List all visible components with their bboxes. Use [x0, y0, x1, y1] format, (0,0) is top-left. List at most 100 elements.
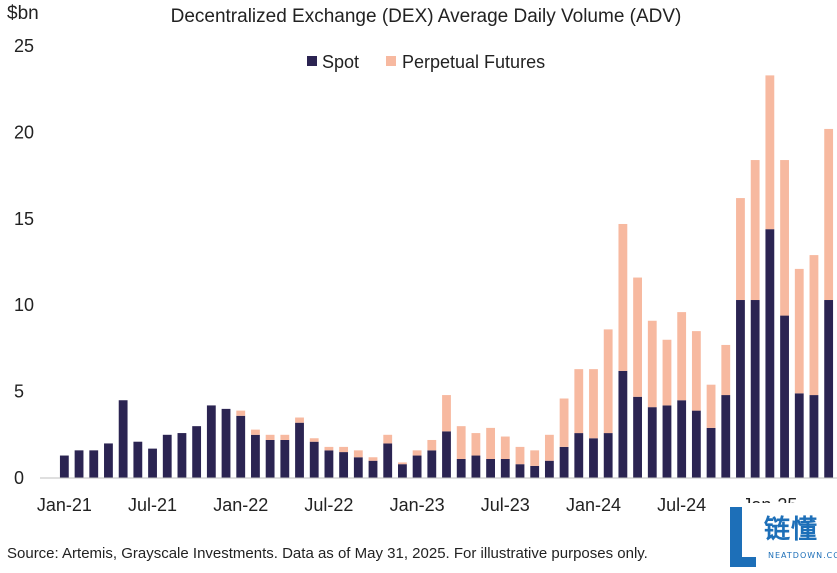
bar-perpetual-futures: [280, 434, 290, 440]
bar-spot: [368, 460, 378, 478]
legend-label-spot: Spot: [322, 52, 359, 72]
x-tick-label: Jan-22: [213, 495, 268, 515]
bar-spot: [530, 465, 540, 478]
bar-spot: [339, 452, 349, 478]
x-tick-label: Jan-24: [566, 495, 621, 515]
y-tick-label: 5: [14, 382, 24, 402]
bar-spot: [544, 460, 554, 478]
bar-spot: [794, 393, 804, 478]
bar-spot: [633, 396, 642, 478]
x-tick-label: Jul-21: [128, 495, 177, 515]
logo-brand-cn: 链懂: [764, 515, 819, 545]
bar-perpetual-futures: [589, 369, 598, 439]
bar-spot: [456, 458, 466, 478]
bar-spot: [471, 455, 481, 478]
x-axis-ticks: Jan-21 Jul-21 Jan-22 Jul-22 Jan-23 Jul-23 Jan-…: [37, 495, 798, 515]
bar-spot: [662, 405, 672, 478]
y-tick-label: 20: [14, 122, 34, 142]
y-axis-ticks: 0 5 10 15 20 25: [14, 36, 34, 488]
bar-perpetual-futures: [383, 434, 393, 444]
bar-spot: [221, 408, 231, 478]
bar-spot: [353, 457, 363, 478]
bar-spot: [59, 455, 69, 478]
bars: [59, 75, 834, 478]
bar-perpetual-futures: [603, 329, 613, 434]
bar-perpetual-futures: [500, 436, 510, 459]
bar-spot: [500, 458, 510, 478]
legend-swatch-perpetual-futures: [386, 56, 396, 66]
x-tick-label: Jan-23: [390, 495, 445, 515]
bar-spot: [162, 434, 172, 478]
bar-spot: [398, 464, 407, 478]
bar-spot: [589, 438, 598, 478]
bar-perpetual-futures: [486, 427, 495, 459]
bar-perpetual-futures: [809, 255, 819, 396]
bar-spot: [206, 405, 216, 478]
bar-spot: [442, 431, 451, 478]
bar-perpetual-futures: [398, 462, 407, 465]
bar-perpetual-futures: [794, 268, 804, 394]
bar-perpetual-futures: [442, 395, 451, 432]
bar-spot: [750, 300, 760, 478]
logo-brand-en: NEATDOWN.COM: [768, 551, 837, 560]
bar-spot: [618, 370, 628, 478]
bar-perpetual-futures: [780, 160, 789, 316]
bar-spot: [104, 443, 113, 478]
bar-spot: [574, 433, 584, 478]
bar-spot: [427, 450, 437, 478]
bar-perpetual-futures: [515, 446, 525, 465]
source-note: Source: Artemis, Grayscale Investments. …: [7, 545, 648, 562]
bar-spot: [192, 426, 202, 478]
bar-perpetual-futures: [339, 446, 349, 453]
bar-perpetual-futures: [574, 369, 584, 434]
bar-perpetual-futures: [559, 398, 569, 447]
bar-perpetual-futures: [530, 450, 540, 466]
legend-swatch-spot: [307, 56, 317, 66]
legend: Spot Perpetual Futures: [307, 52, 545, 72]
bar-spot: [809, 395, 819, 478]
bar-spot: [677, 400, 687, 478]
x-tick-label: Jul-23: [481, 495, 530, 515]
bar-perpetual-futures: [544, 434, 554, 461]
bar-spot: [765, 229, 775, 478]
bar-perpetual-futures: [706, 384, 716, 428]
bar-perpetual-futures: [633, 277, 642, 397]
bar-spot: [236, 415, 246, 478]
bar-spot: [647, 407, 657, 478]
bar-perpetual-futures: [824, 128, 834, 301]
bar-spot: [309, 441, 319, 478]
y-tick-label: 25: [14, 36, 34, 56]
bar-perpetual-futures: [251, 429, 260, 435]
bar-perpetual-futures: [721, 344, 731, 396]
bar-perpetual-futures: [368, 457, 378, 461]
bar-spot: [177, 433, 187, 478]
bar-spot: [691, 410, 701, 478]
bar-perpetual-futures: [750, 160, 760, 301]
bar-spot: [324, 450, 334, 478]
y-tick-label: 10: [14, 295, 34, 315]
y-axis-unit-label: $bn: [7, 3, 39, 24]
chart-title: Decentralized Exchange (DEX) Average Dai…: [171, 6, 682, 27]
bar-perpetual-futures: [412, 450, 422, 456]
bar-spot: [133, 441, 143, 478]
bar-spot: [295, 422, 304, 478]
bar-perpetual-futures: [427, 439, 437, 451]
bar-spot: [603, 433, 613, 478]
bar-perpetual-futures: [456, 426, 466, 459]
bar-perpetual-futures: [677, 312, 687, 401]
x-tick-label: Jul-22: [304, 495, 353, 515]
bar-spot: [559, 446, 569, 478]
bar-perpetual-futures: [236, 410, 246, 416]
bar-perpetual-futures: [662, 339, 672, 406]
bar-perpetual-futures: [295, 417, 304, 423]
x-tick-label: Jul-24: [657, 495, 706, 515]
bar-spot: [412, 455, 422, 478]
bar-spot: [251, 434, 260, 478]
logo-mark-icon: [730, 507, 756, 567]
y-tick-label: 0: [14, 468, 24, 488]
bar-spot: [280, 439, 290, 478]
bar-spot: [780, 315, 789, 478]
bar-spot: [148, 448, 157, 478]
bar-perpetual-futures: [324, 446, 334, 451]
